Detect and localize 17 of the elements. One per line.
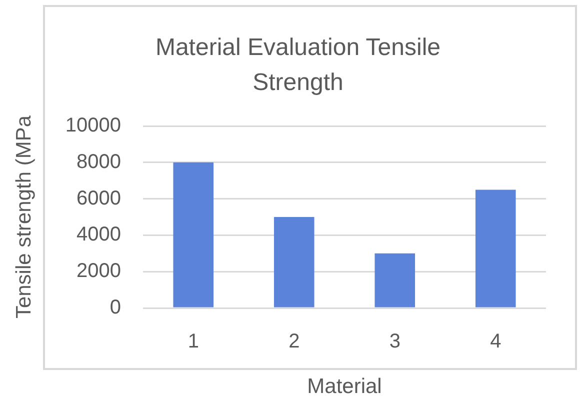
x-tick-label: 2: [288, 330, 300, 353]
y-axis-title: Tensile strength (MPa: [12, 115, 36, 319]
x-tick-label: 1: [188, 330, 199, 353]
bar: [173, 162, 214, 308]
x-tick-label: 3: [389, 330, 400, 353]
y-tick-label: 6000: [76, 187, 121, 210]
y-tick-label: 8000: [76, 150, 121, 173]
y-tick-label: 10000: [65, 114, 121, 137]
chart-title: Material Evaluation Tensile Strength: [154, 33, 442, 98]
bar: [475, 190, 516, 308]
y-tick-label: 2000: [76, 260, 121, 282]
x-tick-label: 4: [490, 330, 502, 353]
x-axis-title: Material: [307, 375, 382, 398]
bar: [274, 217, 314, 308]
bar: [374, 253, 416, 308]
y-tick-label: 4000: [76, 224, 121, 246]
y-tick-label: 0: [110, 296, 121, 319]
